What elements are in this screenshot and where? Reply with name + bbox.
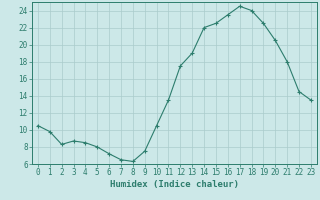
- X-axis label: Humidex (Indice chaleur): Humidex (Indice chaleur): [110, 180, 239, 189]
